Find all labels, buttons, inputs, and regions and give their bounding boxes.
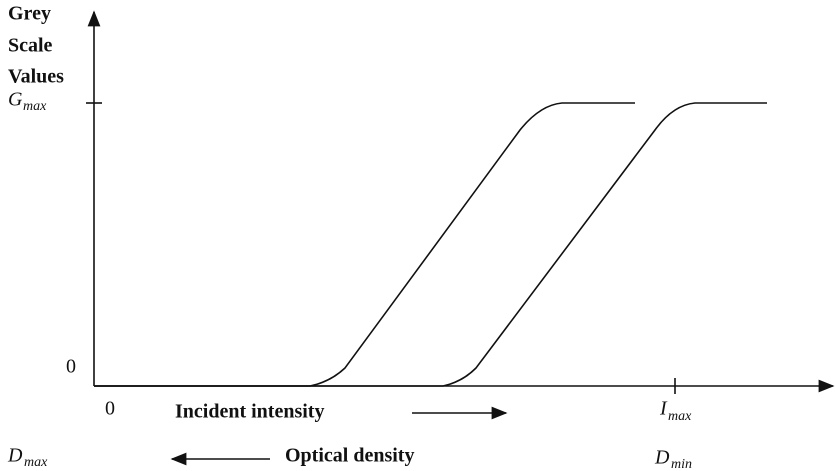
y-zero: 0 bbox=[66, 356, 76, 378]
dmax-subscript: max bbox=[24, 455, 48, 470]
axis-label-line: Values bbox=[8, 66, 64, 88]
dmax-symbol: D bbox=[7, 445, 23, 467]
response-curve-1 bbox=[94, 102, 635, 387]
dmin-symbol: D bbox=[654, 447, 670, 469]
dmin-subscript: min bbox=[671, 457, 692, 471]
x-label: Incident intensity bbox=[175, 401, 324, 423]
density-label: Optical density bbox=[285, 445, 414, 467]
axis-label-line: Grey bbox=[8, 3, 51, 25]
imax-symbol: I bbox=[659, 398, 668, 420]
x-zero: 0 bbox=[105, 398, 115, 420]
gmax-subscript: max bbox=[23, 99, 47, 114]
gmax-symbol: G bbox=[8, 89, 23, 111]
imax-subscript: max bbox=[668, 409, 692, 424]
response-curve-2 bbox=[94, 102, 767, 387]
axis-label-line: Scale bbox=[8, 35, 53, 57]
